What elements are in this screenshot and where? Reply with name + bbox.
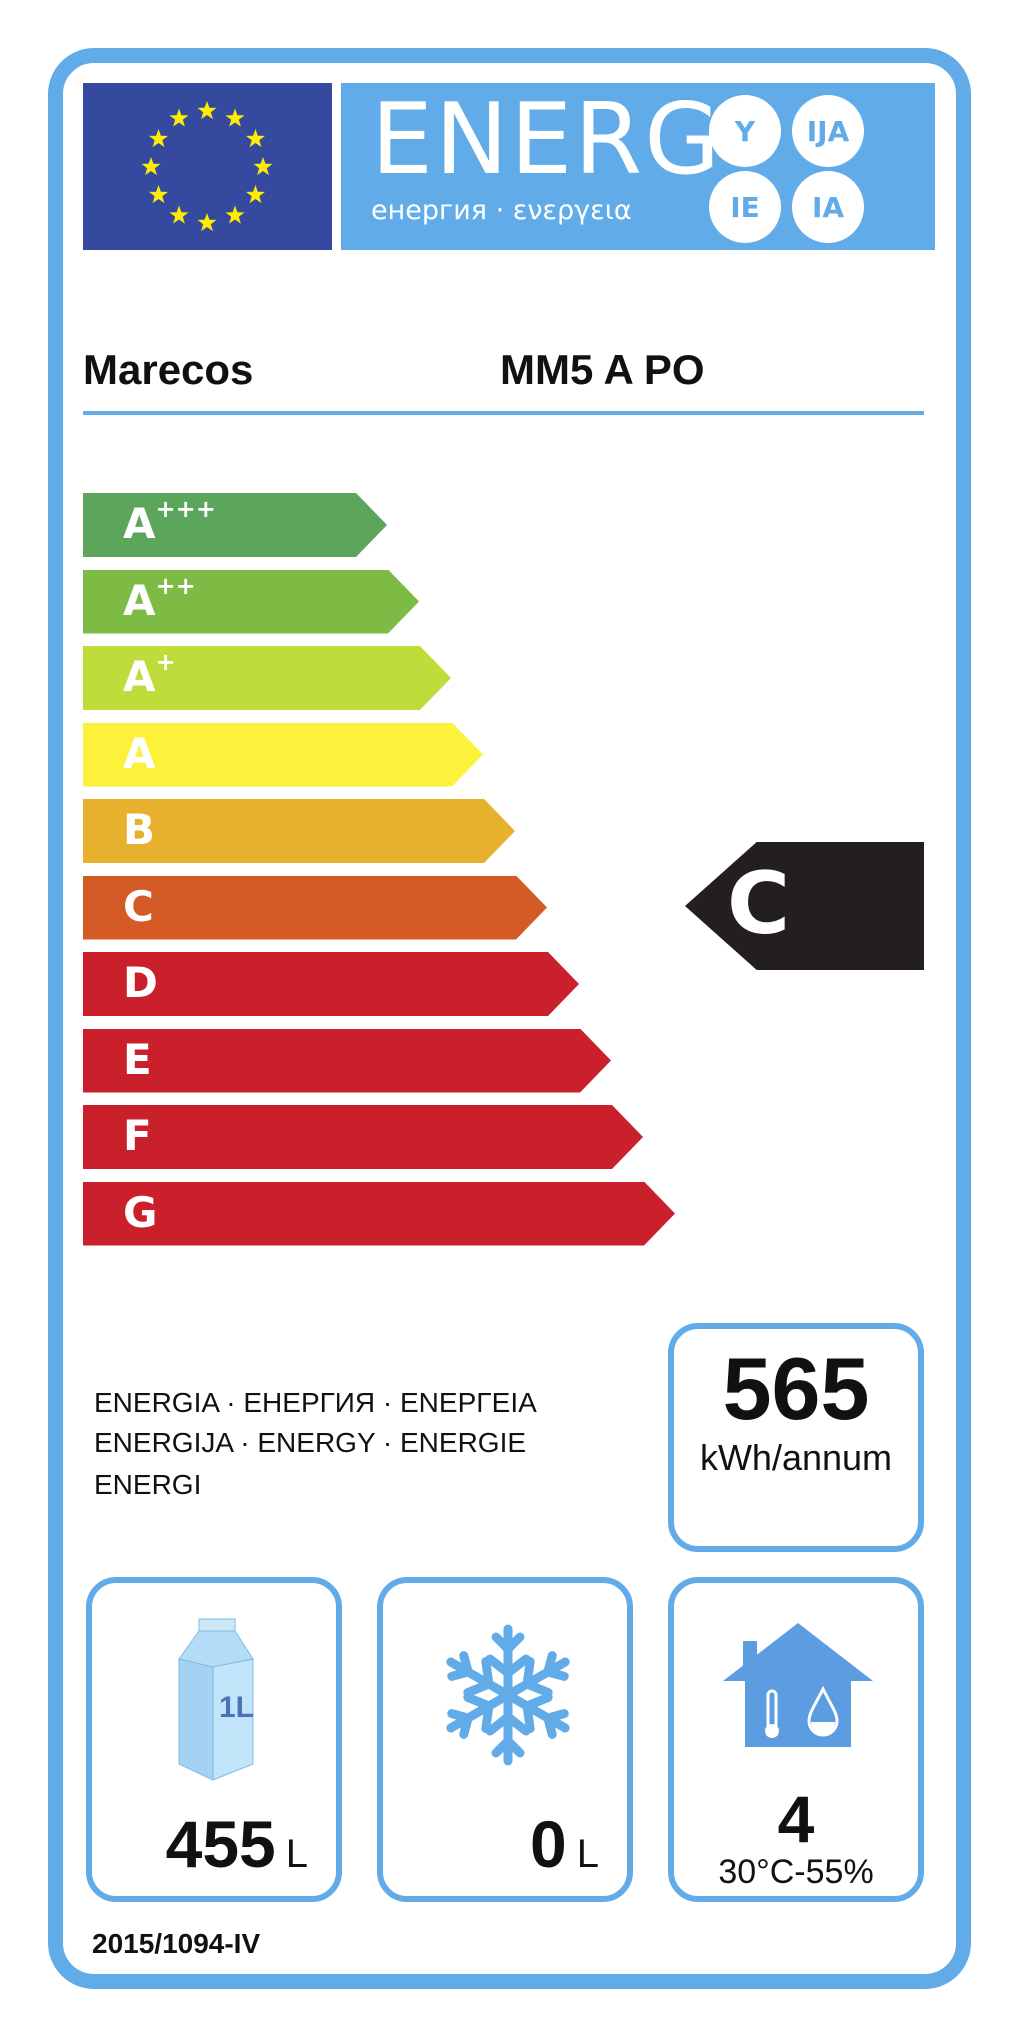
- frozen-volume-number: 0: [530, 1807, 567, 1881]
- fresh-volume-number: 455: [165, 1807, 276, 1881]
- suffix-ie: IE: [709, 171, 781, 243]
- scale-bar: F: [83, 1105, 643, 1169]
- climate-box: 4 30°C-55%: [668, 1577, 924, 1902]
- suffix-ia: IA: [792, 171, 864, 243]
- scale-label: E: [123, 1034, 152, 1084]
- energy-text-line: ENERGIJA · ENERGY · ENERGIE: [94, 1427, 527, 1458]
- star-icon: [169, 205, 189, 224]
- star-icon: [149, 185, 168, 204]
- star-icon: [246, 129, 265, 148]
- scale-label: A+: [123, 648, 176, 701]
- star-icon: [246, 185, 265, 204]
- star-icon: [197, 101, 217, 120]
- divider: [83, 411, 924, 415]
- scale-bar: A++: [83, 569, 419, 634]
- energy-subtitle: енергия · ενεργεια: [371, 195, 632, 226]
- scale-bar: B: [83, 799, 515, 863]
- energy-banner: ENERG енергия · ενεργεια Y IJA IE IA: [341, 83, 935, 250]
- star-icon: [169, 108, 189, 127]
- star-icon: [225, 108, 245, 127]
- eu-flag: [83, 83, 332, 250]
- energy-text-line: ENERGI: [94, 1469, 202, 1500]
- fresh-volume-unit: L: [285, 1832, 308, 1876]
- energy-text-line: ENERGIA · ЕНЕРГИЯ · ΕΝΕΡΓΕΙΑ: [94, 1387, 537, 1418]
- climate-class: 4: [777, 1782, 815, 1856]
- star-icon: [197, 213, 217, 232]
- scale-bar: D: [83, 952, 579, 1016]
- model-id: MM5 A PO: [500, 346, 705, 393]
- suffix-y: Y: [709, 95, 781, 167]
- scale-bar: A: [83, 722, 483, 787]
- rating-class: C: [727, 854, 791, 954]
- star-icon: [225, 205, 245, 224]
- scale-label: C: [123, 881, 154, 931]
- climate-conditions: 30°C-55%: [718, 1853, 874, 1891]
- snowflake-icon: [446, 1624, 570, 1766]
- scale-bar: C: [83, 875, 547, 940]
- frozen-volume-unit: L: [576, 1832, 599, 1876]
- star-icon: [141, 157, 161, 176]
- house-climate-icon: [723, 1623, 873, 1747]
- fresh-volume-value: 455 L: [166, 1806, 308, 1882]
- eu-stars-icon: [141, 101, 273, 232]
- scale-label: D: [123, 958, 158, 1007]
- scale-label: F: [123, 1111, 152, 1160]
- carton-label: 1L: [219, 1691, 254, 1724]
- label-frame: [48, 48, 971, 1989]
- suffix-ija: IJA: [792, 95, 864, 167]
- scale-label: G: [123, 1187, 158, 1237]
- scale-bar: E: [83, 1028, 611, 1093]
- milk-carton-icon: 1L: [178, 1618, 254, 1781]
- regulation-number: 2015/1094-IV: [92, 1928, 261, 1959]
- consumption-box: 565 kWh/annum: [668, 1323, 924, 1552]
- scale-bar: A+: [83, 646, 451, 710]
- scale-label: A+++: [123, 495, 216, 548]
- scale-bar: A+++: [83, 493, 387, 557]
- scale-bar: G: [83, 1181, 675, 1246]
- scale-label: A: [123, 728, 156, 778]
- fresh-volume-box: 1L 455 L: [86, 1577, 342, 1902]
- scale-label: B: [123, 805, 156, 854]
- star-icon: [149, 129, 168, 148]
- consumption-unit: kWh/annum: [699, 1437, 893, 1478]
- scale-label: A++: [123, 571, 196, 625]
- star-icon: [253, 157, 273, 176]
- consumption-value: 565: [722, 1339, 870, 1438]
- supplier-name: Marecos: [83, 346, 254, 393]
- energy-word: ENERG: [371, 83, 723, 197]
